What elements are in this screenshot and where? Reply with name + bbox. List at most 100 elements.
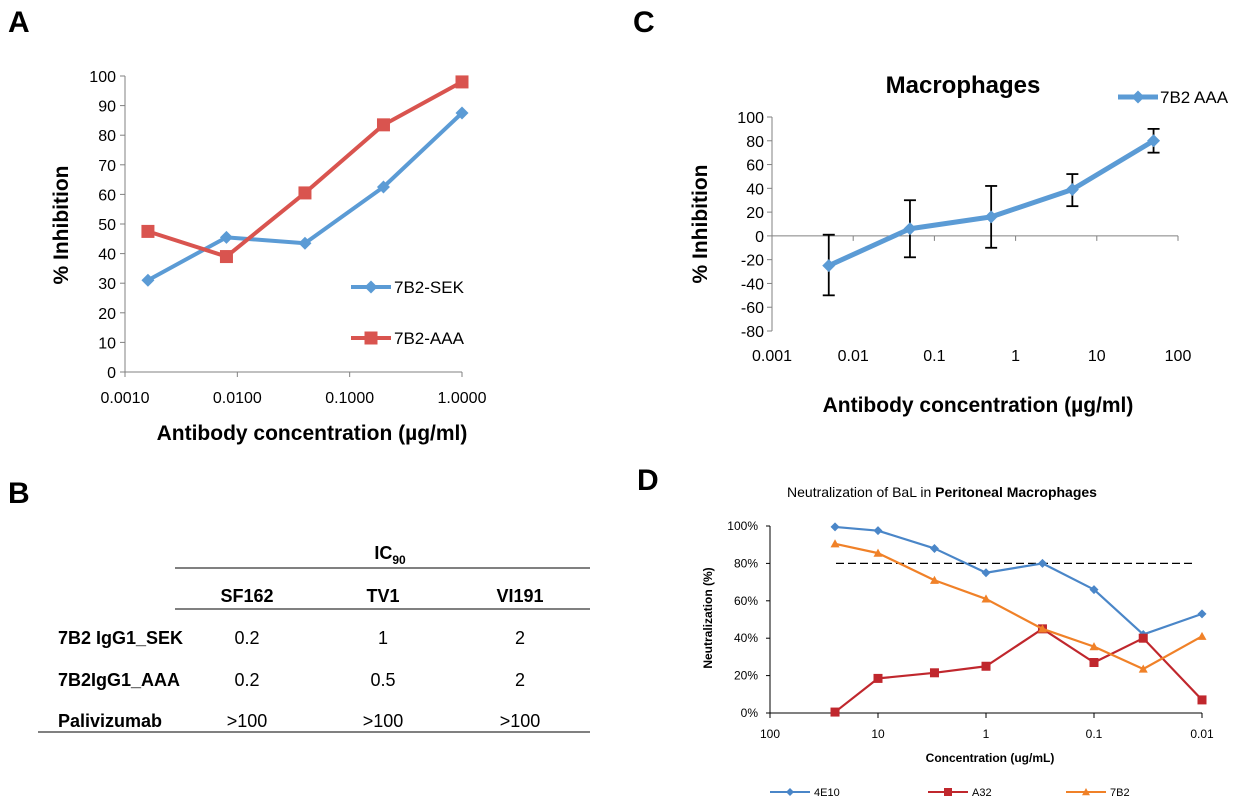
d-chart-title: Neutralization of BaL in Peritoneal Macr… [787,484,1097,500]
c-legend-marker [1131,90,1145,104]
c-y-tick-label: -80 [741,324,764,341]
table-column-header: VI191 [496,586,543,606]
a-legend-label: 7B2-SEK [394,278,465,297]
chart-a: % Inhibition Antibody concentration (µg/… [50,69,487,445]
d-data-point-4e10 [873,526,883,536]
c-y-tick-label: 100 [737,110,764,127]
d-data-point-a32 [929,668,939,678]
a-x-tick-label: 0.0100 [213,390,262,407]
a-legend-label: 7B2-AAA [394,329,465,348]
c-y-tick-label: -60 [741,300,764,317]
chart-c: Macrophages % Inhibition Antibody concen… [689,72,1229,417]
a-y-tick-label: 70 [98,158,116,175]
c-chart-title: Macrophages [886,72,1041,99]
d-data-point-4e10 [1197,609,1207,619]
table-cell: >100 [500,711,541,731]
d-data-point-4e10 [830,522,840,532]
d-title-plain: Neutralization of BaL in [787,484,931,500]
chart-d: Neutralization of BaL in Peritoneal Macr… [701,484,1214,799]
c-x-tick-label: 10 [1088,348,1106,365]
table-cell: >100 [227,711,268,731]
c-y-tick-label: 80 [746,134,764,151]
d-data-point-a32 [981,661,991,671]
d-legend-label: A32 [972,787,992,799]
a-data-point-7b2-sek [376,180,390,194]
table-column-header: TV1 [366,586,399,606]
table-cell: 1 [378,628,388,648]
c-x-tick-label: 100 [1165,348,1192,365]
d-series-line-4e10 [834,525,1203,636]
a-y-tick-label: 0 [107,365,116,382]
d-legend-label: 7B2 [1110,787,1130,799]
table-row-label: 7B2 IgG1_SEK [58,628,183,648]
a-y-tick-label: 90 [98,99,116,116]
c-y-tick-label: 40 [746,181,764,198]
panel-letter-c: C [633,6,655,39]
d-data-point-4e10 [981,568,991,578]
table-cell: >100 [363,711,404,731]
c-y-tick-label: 20 [746,205,764,222]
d-y-tick-label: 60% [734,594,758,608]
a-data-point-7b2-aaa [455,75,469,89]
c-data-point [1065,183,1079,197]
d-y-tick-label: 40% [734,631,758,645]
d-data-point-7b2 [1138,664,1148,673]
d-x-tick-label: 0.01 [1190,727,1214,741]
d-data-point-7b2 [1197,631,1207,640]
a-y-axis-title: % Inhibition [50,166,73,285]
table-column-header: SF162 [220,586,273,606]
a-data-point-7b2-sek [455,106,469,120]
c-data-point [822,259,836,273]
d-data-point-7b2 [873,548,883,557]
a-y-tick-label: 30 [98,276,116,293]
d-data-point-a32 [1089,658,1099,668]
a-series-line-7b2-aaa [147,80,463,259]
a-data-point-7b2-aaa [376,118,390,132]
d-data-point-a32 [873,673,883,683]
d-legend-marker [1082,788,1090,796]
d-series-line-7b2 [834,542,1203,671]
d-x-tick-label: 100 [760,727,780,741]
a-data-point-7b2-aaa [298,186,312,200]
d-title-bold: Peritoneal Macrophages [935,484,1097,500]
c-data-point [984,210,998,224]
d-y-tick-label: 100% [727,519,758,533]
d-data-point-4e10 [1089,585,1099,595]
a-y-tick-label: 10 [98,335,116,352]
d-y-tick-label: 80% [734,556,758,570]
d-y-tick-label: 0% [741,706,759,720]
panel-letter-b: B [8,477,30,510]
table-cell: 0.2 [234,670,259,690]
a-legend-marker [364,331,378,345]
table-header-ic90: IC90 [374,543,406,567]
ic90-table: IC90 SF162 TV1 VI191 7B2 IgG1_SEK 0.2 1 2 7B2Ig… [38,543,590,733]
d-data-point-7b2 [1037,624,1047,633]
d-data-point-7b2 [830,539,840,548]
a-x-tick-label: 0.0010 [101,390,150,407]
c-x-tick-label: 0.1 [923,348,945,365]
d-data-point-a32 [830,707,840,717]
a-data-point-7b2-aaa [141,224,155,238]
c-x-tick-label: 1 [1011,348,1020,365]
d-series-line-a32 [834,627,1203,713]
d-data-point-7b2 [981,594,991,603]
table-cell: 2 [515,670,525,690]
d-data-point-a32 [1138,633,1148,643]
d-data-point-a32 [1197,695,1207,705]
c-x-axis-title: Antibody concentration (µg/ml) [823,394,1134,417]
c-data-point [903,222,917,236]
c-y-tick-label: 0 [755,229,764,246]
d-legend-marker [786,788,794,796]
a-x-tick-label: 0.1000 [325,390,374,407]
d-legend-marker [944,788,952,796]
d-data-point-4e10 [929,543,939,553]
c-x-tick-label: 0.001 [752,348,792,365]
table-cell: 0.2 [234,628,259,648]
d-y-tick-label: 20% [734,669,758,683]
table-row-label: 7B2IgG1_AAA [58,670,180,690]
d-x-tick-label: 0.1 [1086,727,1103,741]
c-data-point [1147,134,1161,148]
a-data-point-7b2-sek [298,236,312,250]
panel-letter-d: D [637,464,659,497]
panel-letter-a: A [8,6,30,39]
